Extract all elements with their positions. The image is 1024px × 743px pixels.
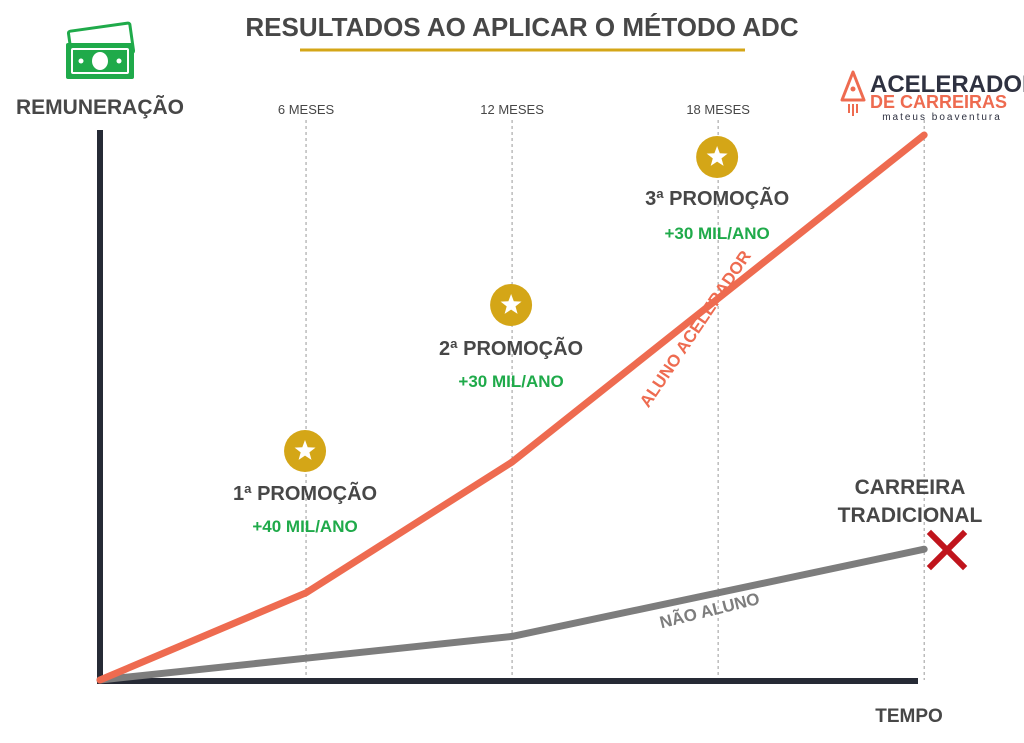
end-label-line1: CARREIRA <box>855 476 966 499</box>
series-line-traditional <box>96 545 928 684</box>
star-badge-icon <box>284 430 327 472</box>
star-badge-icon <box>490 284 533 326</box>
promotion-title-2: 2ª PROMOÇÃO <box>439 337 583 360</box>
promotion-marker-2: 2ª PROMOÇÃO +30 MIL/ANO <box>439 284 583 391</box>
brand-logo: ACELERADOR DE CARREIRAS mateus boaventur… <box>840 70 1024 123</box>
series-lines <box>96 131 928 684</box>
x-tick-label-1: 12 MESES <box>480 102 544 117</box>
star-badge-icon <box>696 136 739 178</box>
series-line-accelerated <box>96 131 928 684</box>
grid-lines <box>305 120 925 680</box>
promotion-title-1: 1ª PROMOÇÃO <box>233 482 377 505</box>
money-bills-icon <box>66 21 136 79</box>
end-label-line2: TRADICIONAL <box>838 504 983 527</box>
promotion-value-1: +40 MIL/ANO <box>252 517 357 536</box>
y-axis-label: REMUNERAÇÃO <box>16 96 184 119</box>
rocket-logo-icon <box>840 70 866 116</box>
red-x-icon <box>926 529 968 571</box>
x-tick-label-2: 18 MESES <box>686 102 750 117</box>
promotion-marker-1: 1ª PROMOÇÃO +40 MIL/ANO <box>233 430 377 536</box>
promotion-markers: 1ª PROMOÇÃO +40 MIL/ANO 2ª PROMOÇÃO +30 MIL… <box>233 136 789 536</box>
promotion-value-3: +30 MIL/ANO <box>664 224 769 243</box>
x-tick-label-0: 6 MESES <box>278 102 335 117</box>
brand-name-line2: DE CARREIRAS <box>870 92 1007 112</box>
promotion-marker-3: 3ª PROMOÇÃO +30 MIL/ANO <box>645 136 789 243</box>
x-axis-label: TEMPO <box>875 706 943 727</box>
chart-title: RESULTADOS AO APLICAR O MÉTODO ADC <box>245 12 798 42</box>
promotion-title-3: 3ª PROMOÇÃO <box>645 187 789 210</box>
x-tick-labels: 6 MESES 12 MESES 18 MESES <box>278 102 750 117</box>
promotion-value-2: +30 MIL/ANO <box>458 372 563 391</box>
series-label-aluno-acelerador: ALUNO ACELERADOR <box>636 247 755 411</box>
brand-tagline: mateus boaventura <box>882 112 1002 123</box>
brand-name-line1: ACELERADOR <box>870 71 1024 98</box>
